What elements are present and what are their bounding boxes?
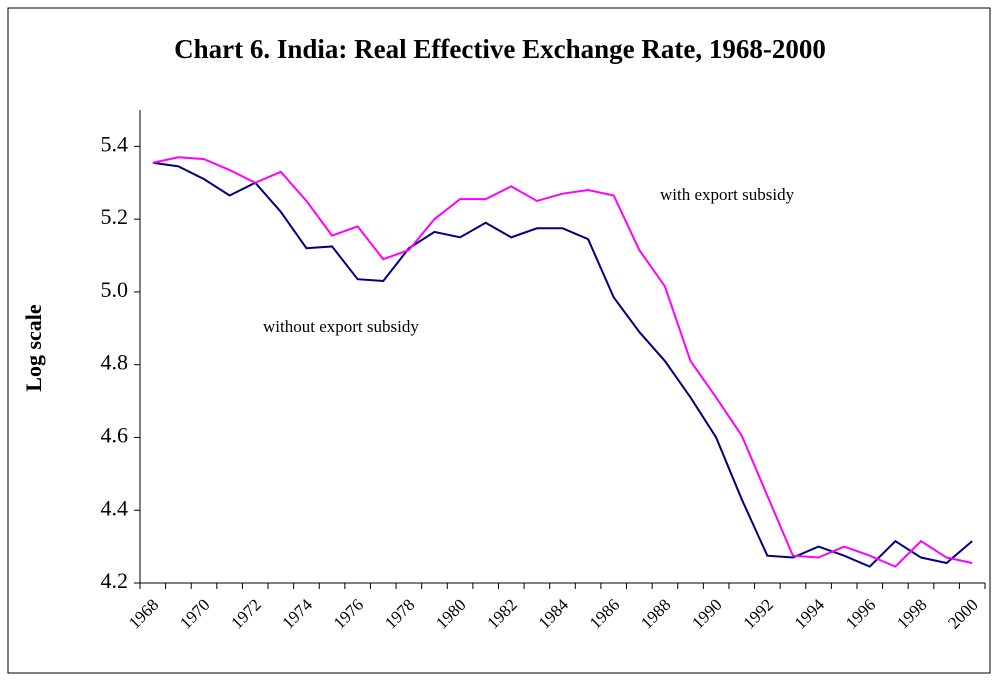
series-label: with export subsidy — [660, 185, 795, 204]
y-axis-label: Log scale — [21, 304, 46, 392]
y-tick-label: 5.0 — [101, 277, 129, 302]
series-line — [152, 161, 973, 568]
y-tick-label: 4.4 — [101, 495, 129, 520]
y-tick-label: 4.8 — [101, 350, 129, 375]
chart-border — [7, 7, 991, 674]
chart-title: Chart 6. India: Real Effective Exchange … — [174, 34, 826, 64]
y-tick-label: 4.2 — [101, 568, 129, 593]
y-tick-label: 5.4 — [101, 131, 129, 156]
series-line — [152, 156, 973, 568]
series-label: without export subsidy — [263, 317, 419, 336]
y-tick-label: 4.6 — [101, 423, 129, 448]
y-tick-label: 5.2 — [101, 204, 129, 229]
